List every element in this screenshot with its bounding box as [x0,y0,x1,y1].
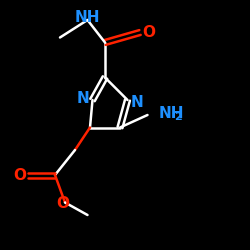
Text: 2: 2 [174,112,182,122]
Text: O: O [56,196,69,211]
Text: N: N [131,95,144,110]
Text: N: N [76,91,89,106]
Text: O: O [14,168,26,182]
Text: NH: NH [159,106,184,121]
Text: O: O [142,25,155,40]
Text: NH: NH [75,10,100,25]
